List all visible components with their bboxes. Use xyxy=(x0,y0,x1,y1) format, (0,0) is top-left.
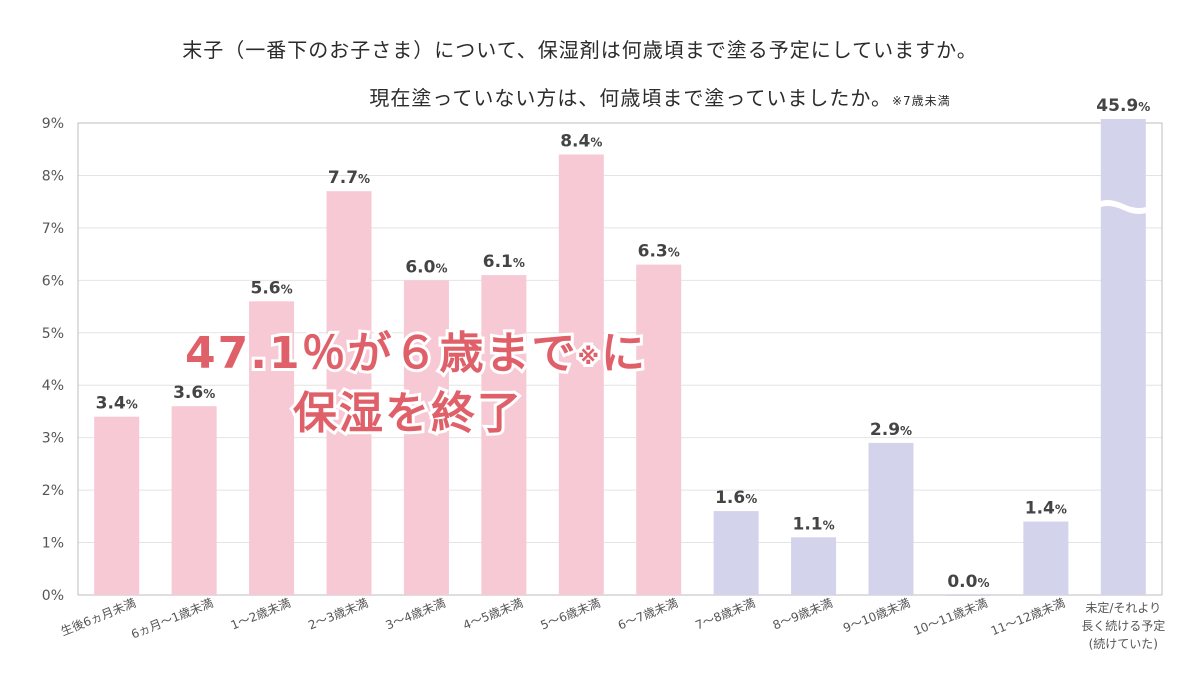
x-tick-label: 1〜2歳未満 xyxy=(229,596,293,633)
value-label: 5.6% xyxy=(250,278,292,298)
value-label: 6.3% xyxy=(638,242,680,262)
bar xyxy=(945,595,991,596)
y-tick-label: 2% xyxy=(42,483,64,499)
x-tick-label: 4〜5歳未満 xyxy=(461,596,525,633)
value-label: 3.4% xyxy=(96,394,138,414)
x-tick-label: 2〜3歳未満 xyxy=(306,596,370,633)
chart-title-line1: 末子（一番下のお子さま）について、保湿剤は何歳頃まで塗る予定にしていますか。 xyxy=(182,38,978,62)
bar xyxy=(326,191,372,595)
x-tick-label: 5〜6歳未満 xyxy=(538,596,602,633)
y-tick-label: 3% xyxy=(42,431,64,447)
bar xyxy=(171,406,217,595)
bar xyxy=(791,537,837,595)
y-tick-label: 8% xyxy=(42,168,64,184)
y-tick-label: 7% xyxy=(42,221,64,237)
callout-line1: 47.1％が６歳まで※に xyxy=(185,328,647,379)
x-tick-label: 長く続ける予定 xyxy=(1081,618,1165,633)
y-tick-label: 4% xyxy=(42,378,64,394)
x-tick-label: 11〜12歳未満 xyxy=(989,596,1067,638)
value-label: 0.0% xyxy=(947,572,989,592)
bar xyxy=(481,275,527,595)
value-label: 8.4% xyxy=(560,131,602,151)
x-tick-label: 6ヵ月〜1歳未満 xyxy=(129,596,215,642)
bars xyxy=(94,119,1152,596)
value-label: 1.1% xyxy=(792,514,834,534)
value-label: 6.1% xyxy=(483,252,525,272)
y-tick-label: 9% xyxy=(42,116,64,132)
x-tick-label: (続けていた) xyxy=(1089,637,1158,651)
callout-line2: 保湿を終了 xyxy=(293,388,523,439)
value-label: 7.7% xyxy=(328,168,370,188)
x-tick-label: 8〜9歳未満 xyxy=(771,596,835,633)
value-label: 6.0% xyxy=(405,257,447,277)
title-note: ※7歳未満 xyxy=(891,94,951,108)
bar xyxy=(868,442,914,595)
value-label: 1.6% xyxy=(715,488,757,508)
x-tick-label: 3〜4歳未満 xyxy=(384,596,448,633)
x-tick-label: 6〜7歳未満 xyxy=(616,596,680,633)
bar xyxy=(403,280,449,595)
y-tick-label: 0% xyxy=(42,588,64,604)
y-axis-ticks: 0% 1% 2% 3% 4% 5% 6% 7% 8% 9% xyxy=(42,116,64,604)
bar xyxy=(713,511,759,595)
y-tick-label: 1% xyxy=(42,536,64,552)
value-label: 45.9% xyxy=(1096,96,1150,116)
x-tick-label: 7〜8歳未満 xyxy=(693,596,757,633)
bar xyxy=(1100,119,1146,595)
value-label: 1.4% xyxy=(1025,499,1067,519)
bar xyxy=(558,154,604,595)
y-tick-label: 6% xyxy=(42,273,64,289)
bar xyxy=(636,264,682,595)
x-tick-label: 9〜10歳未満 xyxy=(841,596,912,636)
bar xyxy=(1023,521,1069,595)
x-tick-label: 未定/それより xyxy=(1085,600,1161,615)
chart-title-line2: 現在塗っていない方は、何歳頃まで塗っていましたか。※7歳未満 xyxy=(369,86,951,110)
plot-frame xyxy=(77,122,1163,596)
x-tick-label: 生後6ヵ月未満 xyxy=(59,596,138,639)
y-tick-label: 5% xyxy=(42,326,64,342)
axis-break-mark xyxy=(1094,200,1152,214)
callout-annotation: 47.1％が６歳まで※に 保湿を終了 xyxy=(182,325,648,442)
value-label: 3.6% xyxy=(173,383,215,403)
bar xyxy=(249,301,295,595)
x-tick-label: 10〜11歳未満 xyxy=(911,596,989,638)
value-label: 2.9% xyxy=(870,420,912,440)
value-labels: 3.4% 3.6% 5.6% 7.7% 6.0% 6.1% 8.4% 6.3% 1.6% 1.1%… xyxy=(96,96,1151,592)
bar xyxy=(94,416,140,595)
